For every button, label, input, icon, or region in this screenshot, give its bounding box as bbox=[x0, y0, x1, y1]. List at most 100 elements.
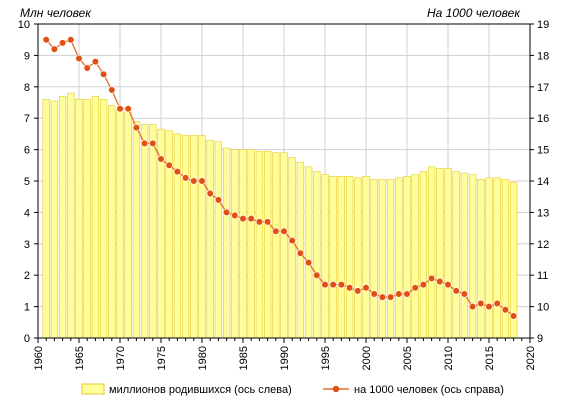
rate-point bbox=[419, 281, 428, 289]
bar bbox=[501, 179, 510, 339]
bar bbox=[280, 152, 288, 339]
rate-point bbox=[395, 290, 403, 298]
bar bbox=[427, 166, 436, 339]
bar bbox=[419, 171, 428, 339]
rate-point bbox=[403, 290, 411, 298]
left-tick-label: 1 bbox=[24, 302, 30, 314]
rate-point bbox=[337, 281, 346, 289]
rate-point bbox=[501, 306, 510, 314]
rate-point bbox=[141, 139, 149, 147]
bar bbox=[116, 108, 124, 339]
bar bbox=[75, 99, 83, 339]
rate-point bbox=[116, 105, 124, 113]
rate-point bbox=[99, 70, 108, 78]
x-tick-label: 1970 bbox=[115, 346, 127, 370]
bar bbox=[477, 179, 485, 339]
x-tick-label: 1980 bbox=[197, 346, 209, 370]
rate-point bbox=[469, 303, 477, 311]
bar bbox=[468, 174, 477, 339]
rate-point bbox=[231, 211, 239, 220]
right-tick-label: 15 bbox=[537, 145, 549, 157]
bar bbox=[304, 166, 313, 339]
bar bbox=[149, 124, 157, 339]
right-tick-label: 10 bbox=[537, 302, 549, 314]
bar bbox=[288, 157, 296, 339]
bar bbox=[206, 139, 214, 339]
rate-point bbox=[108, 86, 116, 94]
bar bbox=[58, 95, 67, 339]
left-tick-label: 4 bbox=[24, 207, 30, 219]
rate-line bbox=[45, 38, 514, 317]
right-tick-label: 16 bbox=[537, 113, 549, 125]
right-tick-label: 11 bbox=[537, 270, 548, 282]
rate-point bbox=[42, 36, 50, 44]
bar bbox=[345, 175, 354, 339]
rate-point bbox=[247, 215, 255, 223]
legend-line-label: на 1000 человек (ось справа) bbox=[354, 384, 504, 396]
rate-point bbox=[173, 167, 181, 176]
rate-point bbox=[280, 227, 288, 235]
rate-point bbox=[132, 124, 140, 132]
rate-point bbox=[411, 284, 419, 292]
bar bbox=[132, 121, 141, 339]
bar bbox=[321, 174, 329, 339]
rate-point bbox=[255, 218, 264, 226]
bar bbox=[124, 111, 132, 339]
left-tick-label: 7 bbox=[24, 113, 30, 125]
left-tick-label: 10 bbox=[18, 19, 30, 31]
rate-point bbox=[149, 139, 157, 147]
rate-point bbox=[58, 39, 67, 47]
bar bbox=[272, 152, 280, 339]
bar bbox=[140, 124, 149, 339]
rate-point bbox=[477, 299, 485, 308]
bar bbox=[493, 177, 501, 339]
rate-point bbox=[354, 287, 362, 295]
bar bbox=[50, 100, 59, 339]
bar bbox=[362, 175, 370, 339]
rate-point bbox=[387, 293, 395, 301]
rate-point bbox=[509, 312, 518, 320]
right-tick-label: 12 bbox=[537, 239, 549, 251]
bar bbox=[214, 141, 223, 339]
right-tick-label: 9 bbox=[537, 333, 543, 345]
bar bbox=[91, 95, 100, 339]
bar bbox=[231, 149, 239, 339]
bar bbox=[255, 150, 264, 339]
right-tick-label: 13 bbox=[537, 207, 549, 219]
bar bbox=[395, 177, 403, 339]
rate-point bbox=[91, 58, 99, 66]
rate-point bbox=[288, 237, 296, 245]
bar bbox=[190, 135, 198, 339]
rate-point bbox=[83, 64, 91, 72]
left-axis-title: Млн человек bbox=[20, 6, 92, 20]
rate-point bbox=[182, 174, 190, 182]
bar bbox=[485, 177, 493, 339]
bar bbox=[99, 99, 108, 339]
rate-point bbox=[223, 208, 231, 216]
bar bbox=[378, 179, 387, 339]
bar bbox=[181, 135, 190, 339]
right-tick-label: 19 bbox=[537, 19, 549, 31]
left-tick-label: 0 bbox=[24, 333, 30, 345]
bar bbox=[444, 168, 452, 339]
rate-point bbox=[206, 189, 214, 198]
rate-point bbox=[378, 293, 387, 301]
left-tick-label: 9 bbox=[24, 50, 30, 62]
rate-point bbox=[313, 271, 321, 279]
bar bbox=[460, 172, 469, 339]
x-tick-label: 2000 bbox=[361, 346, 373, 370]
bar bbox=[67, 92, 75, 339]
rate-point bbox=[50, 45, 59, 53]
bar bbox=[263, 150, 272, 339]
rate-point bbox=[67, 36, 75, 44]
x-tick-label: 1990 bbox=[279, 346, 291, 370]
bar bbox=[370, 179, 378, 339]
rate-point bbox=[75, 54, 83, 63]
right-tick-label: 14 bbox=[537, 176, 549, 188]
rate-point bbox=[370, 290, 378, 298]
bar bbox=[436, 168, 444, 339]
x-tick-label: 2015 bbox=[484, 346, 496, 370]
bar bbox=[42, 99, 50, 339]
rate-point bbox=[346, 284, 354, 292]
